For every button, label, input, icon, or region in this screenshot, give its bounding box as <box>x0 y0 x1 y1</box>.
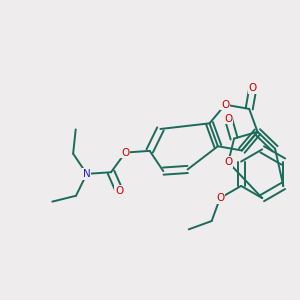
Text: O: O <box>115 186 124 196</box>
Text: O: O <box>216 193 224 203</box>
Text: O: O <box>224 157 232 167</box>
Text: N: N <box>83 169 91 179</box>
Text: O: O <box>221 100 229 110</box>
Text: O: O <box>249 83 257 94</box>
Text: O: O <box>121 148 130 158</box>
Text: O: O <box>224 114 232 124</box>
